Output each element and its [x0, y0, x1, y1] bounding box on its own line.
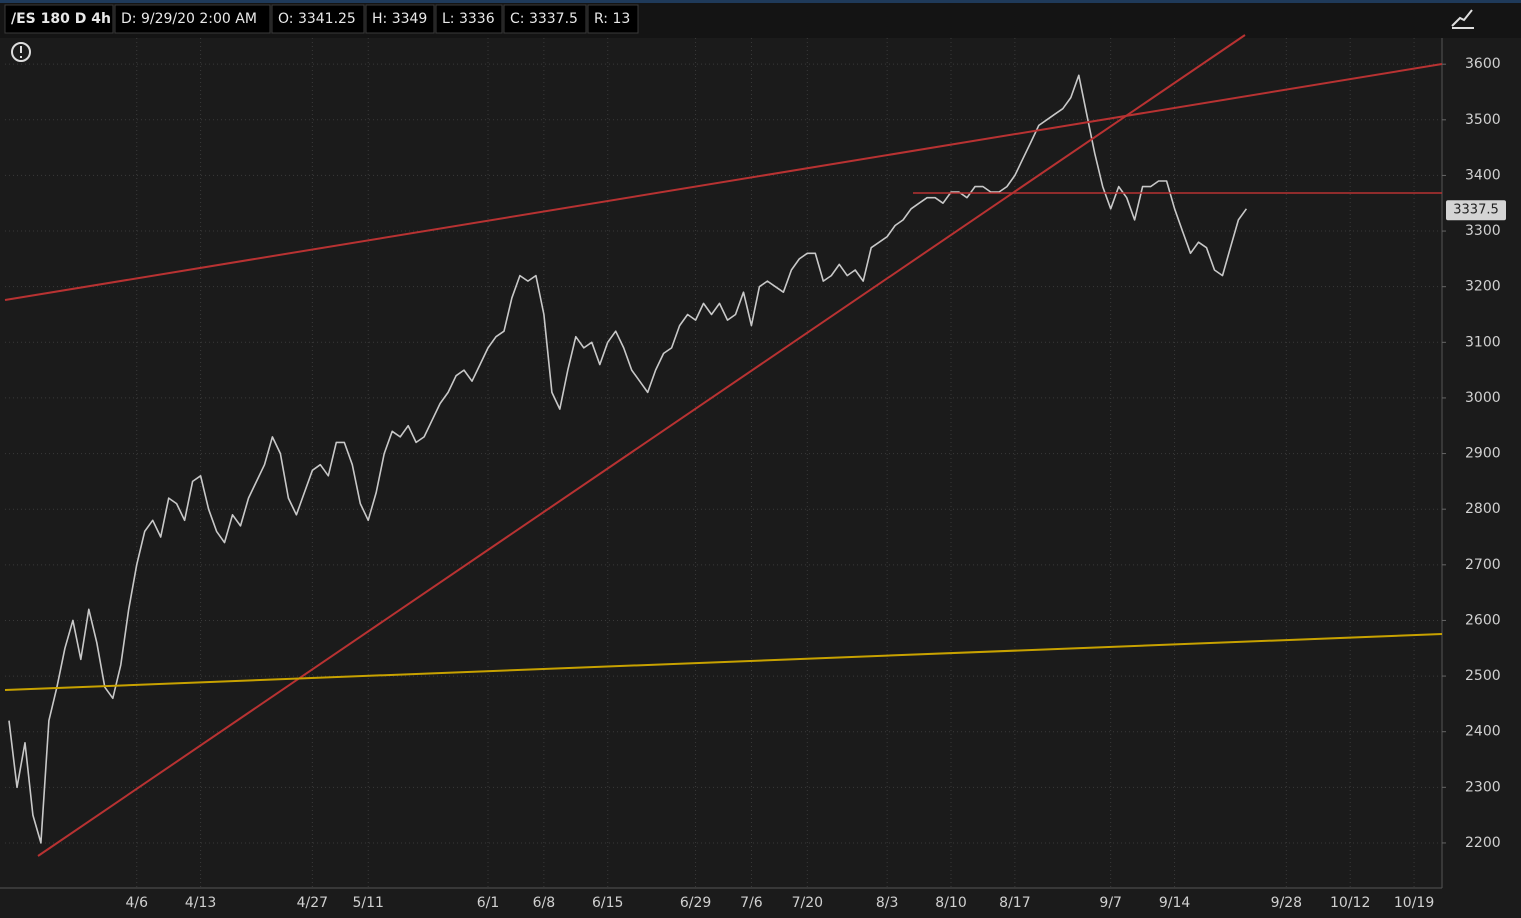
support-line	[4, 633, 1443, 691]
header-low: L: 3336	[442, 11, 495, 27]
x-tick-label: 7/6	[740, 895, 763, 911]
top-strip	[0, 0, 1521, 3]
y-tick-label: 3500	[1465, 112, 1501, 128]
x-tick-label: 4/13	[185, 895, 216, 911]
y-tick-label: 2700	[1465, 557, 1501, 573]
x-tick-label: 4/27	[297, 895, 328, 911]
header-high: H: 3349	[372, 11, 427, 27]
header-box	[114, 4, 271, 34]
x-tick-label: 10/19	[1394, 895, 1434, 911]
y-tick-label: 3600	[1465, 56, 1501, 72]
x-tick-label: 7/20	[792, 895, 823, 911]
x-tick-label: 6/8	[533, 895, 556, 911]
header-close: C: 3337.5	[510, 11, 578, 27]
last-price-label: 3337.5	[1453, 203, 1499, 218]
trend-line	[37, 34, 1246, 857]
drawings	[4, 34, 1443, 857]
header-open: O: 3341.25	[278, 11, 356, 27]
header-box	[587, 4, 639, 34]
x-tick-label: 5/11	[353, 895, 384, 911]
symbol: /ES 180 D 4h	[11, 11, 111, 27]
y-tick-label: 2300	[1465, 779, 1501, 795]
alert-icon[interactable]	[11, 42, 31, 62]
y-tick-label: 3300	[1465, 223, 1501, 239]
header-box	[4, 4, 114, 34]
header-range: R: 13	[594, 11, 630, 27]
tool-icon[interactable]	[1448, 6, 1476, 32]
plot	[8, 74, 1248, 844]
x-tick-label: 9/28	[1271, 895, 1302, 911]
header-box	[271, 4, 365, 34]
x-tick-label: 10/12	[1330, 895, 1370, 911]
y-tick-label: 2500	[1465, 668, 1501, 684]
y-tick-label: 2200	[1465, 835, 1501, 851]
x-tick-label: 6/1	[477, 895, 500, 911]
x-tick-label: 9/7	[1099, 895, 1122, 911]
price-line	[8, 74, 1248, 844]
y-tick-label: 3400	[1465, 167, 1501, 183]
header-box	[365, 4, 435, 34]
y-tick-label: 2400	[1465, 724, 1501, 740]
x-tick-label: 8/17	[999, 895, 1030, 911]
tool-glyph	[1451, 9, 1474, 29]
trend-line	[4, 63, 1443, 301]
y-tick-label: 3000	[1465, 390, 1501, 406]
grid	[5, 38, 1442, 888]
x-tick-label: 6/29	[680, 895, 711, 911]
header-date: D: 9/29/20 2:00 AM	[121, 11, 257, 27]
y-tick-label: 3100	[1465, 334, 1501, 350]
x-tick-label: 6/15	[592, 895, 623, 911]
alert-circle[interactable]	[11, 42, 31, 62]
x-tick-label: 4/6	[125, 895, 148, 911]
x-tick-label: 8/10	[935, 895, 966, 911]
x-tick-label: 9/14	[1159, 895, 1191, 911]
x-tick-label: 8/3	[876, 895, 899, 911]
axis-labels: 2200 2300 2400 2500 2600 2700 2800 2900 3000 3100…	[125, 56, 1506, 911]
y-tick-label: 2600	[1465, 612, 1501, 628]
y-tick-label: 2800	[1465, 501, 1501, 517]
y-tick-label: 2900	[1465, 446, 1501, 462]
header-box	[435, 4, 503, 34]
header-box	[503, 4, 587, 34]
y-tick-label: 3200	[1465, 279, 1501, 295]
last-price-box	[1446, 200, 1506, 221]
